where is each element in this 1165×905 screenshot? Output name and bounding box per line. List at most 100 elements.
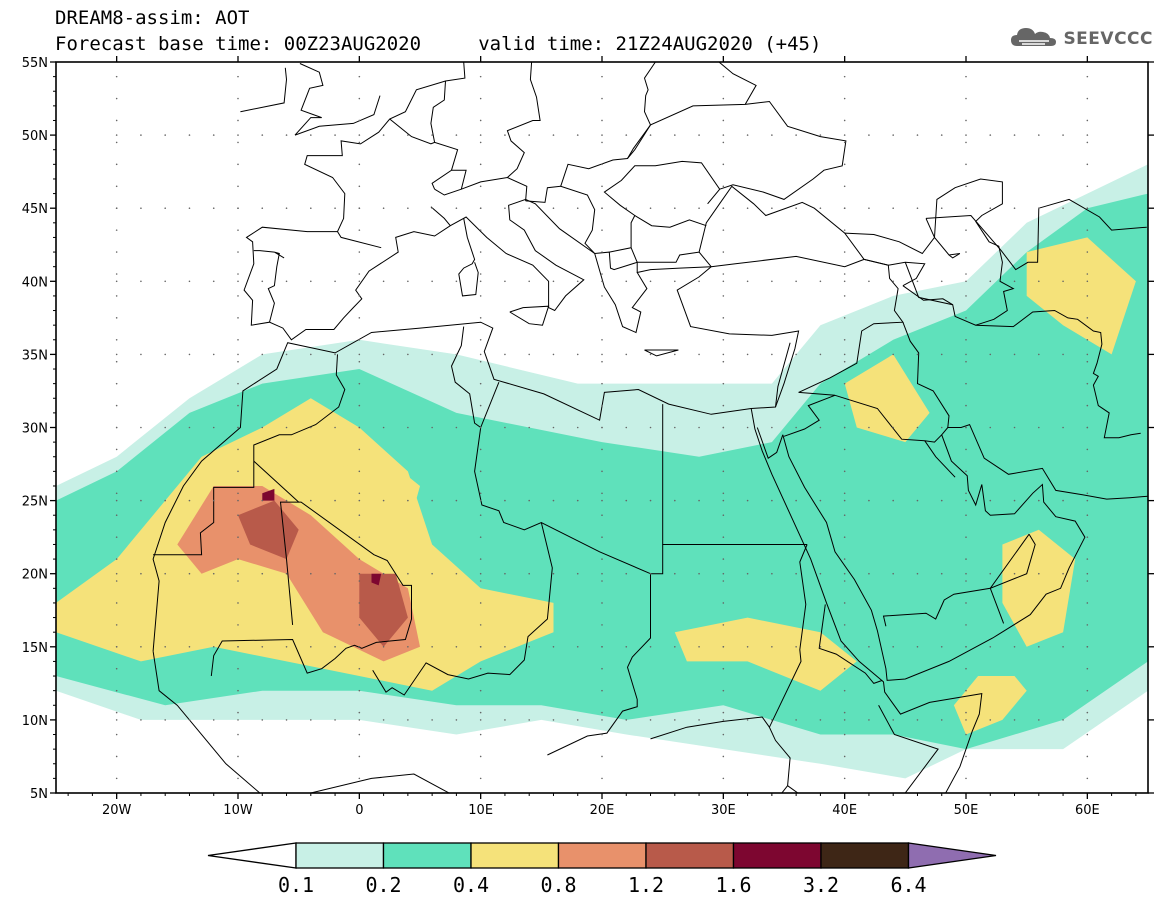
graticule-dot bbox=[843, 448, 846, 451]
graticule-dot bbox=[698, 426, 700, 429]
graticule-dot bbox=[115, 667, 118, 670]
graticule-dot bbox=[722, 382, 725, 385]
graticule-dot bbox=[892, 280, 894, 283]
border bbox=[210, 460, 412, 677]
graticule-dot bbox=[237, 755, 239, 758]
graticule-dot bbox=[771, 572, 773, 575]
graticule-dot bbox=[722, 719, 725, 721]
aot-region-1_2 bbox=[238, 500, 299, 560]
graticule-dot bbox=[431, 207, 433, 209]
border bbox=[372, 522, 553, 696]
graticule-dot bbox=[1086, 580, 1089, 582]
graticule-dot bbox=[722, 733, 725, 736]
graticule-dot bbox=[528, 719, 530, 721]
graticule-dot bbox=[868, 646, 870, 648]
border bbox=[925, 198, 1147, 271]
graticule-dot bbox=[407, 353, 409, 356]
graticule-dot bbox=[261, 207, 264, 209]
graticule-dot bbox=[528, 646, 530, 648]
graticule-dot bbox=[771, 280, 773, 283]
graticule-dot bbox=[455, 499, 458, 502]
graticule-dot bbox=[989, 426, 992, 429]
graticule-dot bbox=[1038, 426, 1040, 429]
graticule-dot bbox=[504, 353, 506, 356]
graticule-dot bbox=[843, 711, 846, 714]
border bbox=[650, 716, 770, 740]
graticule-dot bbox=[358, 97, 361, 100]
graticule-dot bbox=[625, 646, 628, 648]
graticule-dot bbox=[601, 711, 603, 714]
aot-region-0_4 bbox=[674, 617, 857, 691]
graticule-dot bbox=[455, 572, 458, 575]
graticule-dot bbox=[965, 280, 967, 283]
border bbox=[844, 218, 936, 255]
graticule-dot bbox=[674, 207, 676, 209]
graticule-dot bbox=[965, 624, 967, 626]
graticule-dot bbox=[479, 755, 482, 758]
graticule-dot bbox=[115, 251, 118, 253]
graticule-dot bbox=[479, 492, 482, 495]
graticule-dot bbox=[722, 558, 725, 560]
colorbar-level-label: 6.4 bbox=[890, 873, 926, 897]
graticule-dot bbox=[1086, 689, 1089, 692]
graticule-dot bbox=[722, 295, 725, 297]
graticule-dot bbox=[965, 207, 967, 209]
graticule-dot bbox=[358, 251, 361, 253]
colorbar-level-label: 3.2 bbox=[803, 873, 839, 897]
graticule-dot bbox=[1086, 207, 1089, 209]
graticule-dot bbox=[358, 711, 361, 714]
graticule-dot bbox=[237, 229, 239, 231]
graticule-dot bbox=[965, 141, 967, 144]
graticule-dot bbox=[1086, 558, 1089, 560]
graticule-dot bbox=[358, 353, 361, 356]
graticule-dot bbox=[115, 229, 118, 231]
graticule-dot bbox=[746, 572, 749, 575]
cloud-icon bbox=[1009, 24, 1059, 54]
graticule-dot bbox=[843, 338, 846, 341]
graticule-dot bbox=[285, 719, 288, 721]
graticule-dot bbox=[1086, 777, 1089, 780]
lon-tick-label: 40E bbox=[832, 803, 857, 818]
border bbox=[863, 258, 926, 287]
graticule-dot bbox=[965, 499, 967, 502]
graticule-dot bbox=[237, 536, 239, 538]
graticule-dot bbox=[358, 602, 361, 604]
graticule-dot bbox=[310, 572, 312, 575]
graticule-dot bbox=[965, 75, 967, 78]
graticule-dot bbox=[674, 134, 676, 136]
graticule-dot bbox=[1062, 353, 1064, 356]
graticule-dot bbox=[310, 207, 312, 209]
graticule-dot bbox=[479, 624, 482, 626]
graticule-dot bbox=[1038, 499, 1040, 502]
graticule-dot bbox=[916, 499, 919, 502]
graticule-dot bbox=[722, 280, 725, 283]
graticule-dot bbox=[1086, 624, 1089, 626]
graticule-dot bbox=[212, 646, 215, 648]
coastline bbox=[240, 67, 288, 113]
graticule-dot bbox=[576, 719, 579, 721]
graticule-dot bbox=[1013, 499, 1016, 502]
graticule-dot bbox=[1013, 572, 1016, 575]
border bbox=[627, 62, 757, 159]
graticule-dot bbox=[358, 141, 361, 144]
graticule-dot bbox=[722, 119, 725, 122]
graticule-dot bbox=[115, 492, 118, 495]
lat-tick-label: 5N bbox=[30, 787, 48, 802]
graticule-dot bbox=[698, 499, 700, 502]
graticule-dot bbox=[965, 711, 967, 714]
latitude-axis: 55N 50N 45N 40N 35N 30N 25N 20N 15N 10N 5N bbox=[22, 56, 1154, 802]
colorbar-box bbox=[382, 842, 472, 869]
graticule-dot bbox=[528, 134, 530, 136]
graticule-dot bbox=[261, 353, 264, 356]
graticule-dot bbox=[916, 134, 919, 136]
graticule-dot bbox=[479, 536, 482, 538]
graticule-dot bbox=[1038, 572, 1040, 575]
lon-tick-label: 20E bbox=[590, 803, 615, 818]
graticule-dot bbox=[237, 273, 239, 275]
graticule-dot bbox=[1013, 426, 1016, 429]
coastline bbox=[243, 62, 712, 341]
graticule-dot bbox=[504, 572, 506, 575]
graticule-dot bbox=[479, 580, 482, 582]
graticule-dot bbox=[625, 353, 628, 356]
